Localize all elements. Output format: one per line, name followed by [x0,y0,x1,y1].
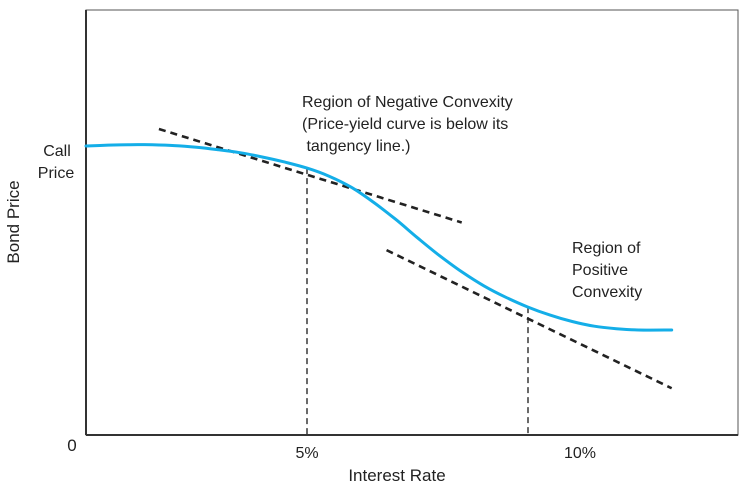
x-tick-label-5: 5% [295,445,318,462]
x-axis-title: Interest Rate [348,466,445,485]
y-tick-label-0: 0 [67,436,76,455]
negative-convexity-annotation-line2: (Price-yield curve is below its [302,116,508,133]
tangent-line-1 [158,127,463,224]
negative-convexity-annotation-line1: Region of Negative Convexity [302,94,513,111]
positive-convexity-annotation-line3: Convexity [572,284,642,301]
price-yield-curve [84,143,674,332]
negative-convexity-annotation-line3: tangency line.) [302,138,411,155]
positive-convexity-annotation-line1: Region of [572,240,641,257]
price-yield-curve-group [84,143,674,332]
tangent-line-2 [385,248,673,390]
plot-frame [85,9,739,436]
tangent-lines [158,127,673,390]
positive-convexity-annotation-line2: Positive [572,262,628,279]
call-price-label-line2: Price [38,165,75,182]
x-tick-label-10: 10% [564,445,596,462]
call-price-label-line1: Call [43,143,71,160]
reference-lines [306,168,529,435]
y-axis-title: Bond Price [4,180,23,263]
